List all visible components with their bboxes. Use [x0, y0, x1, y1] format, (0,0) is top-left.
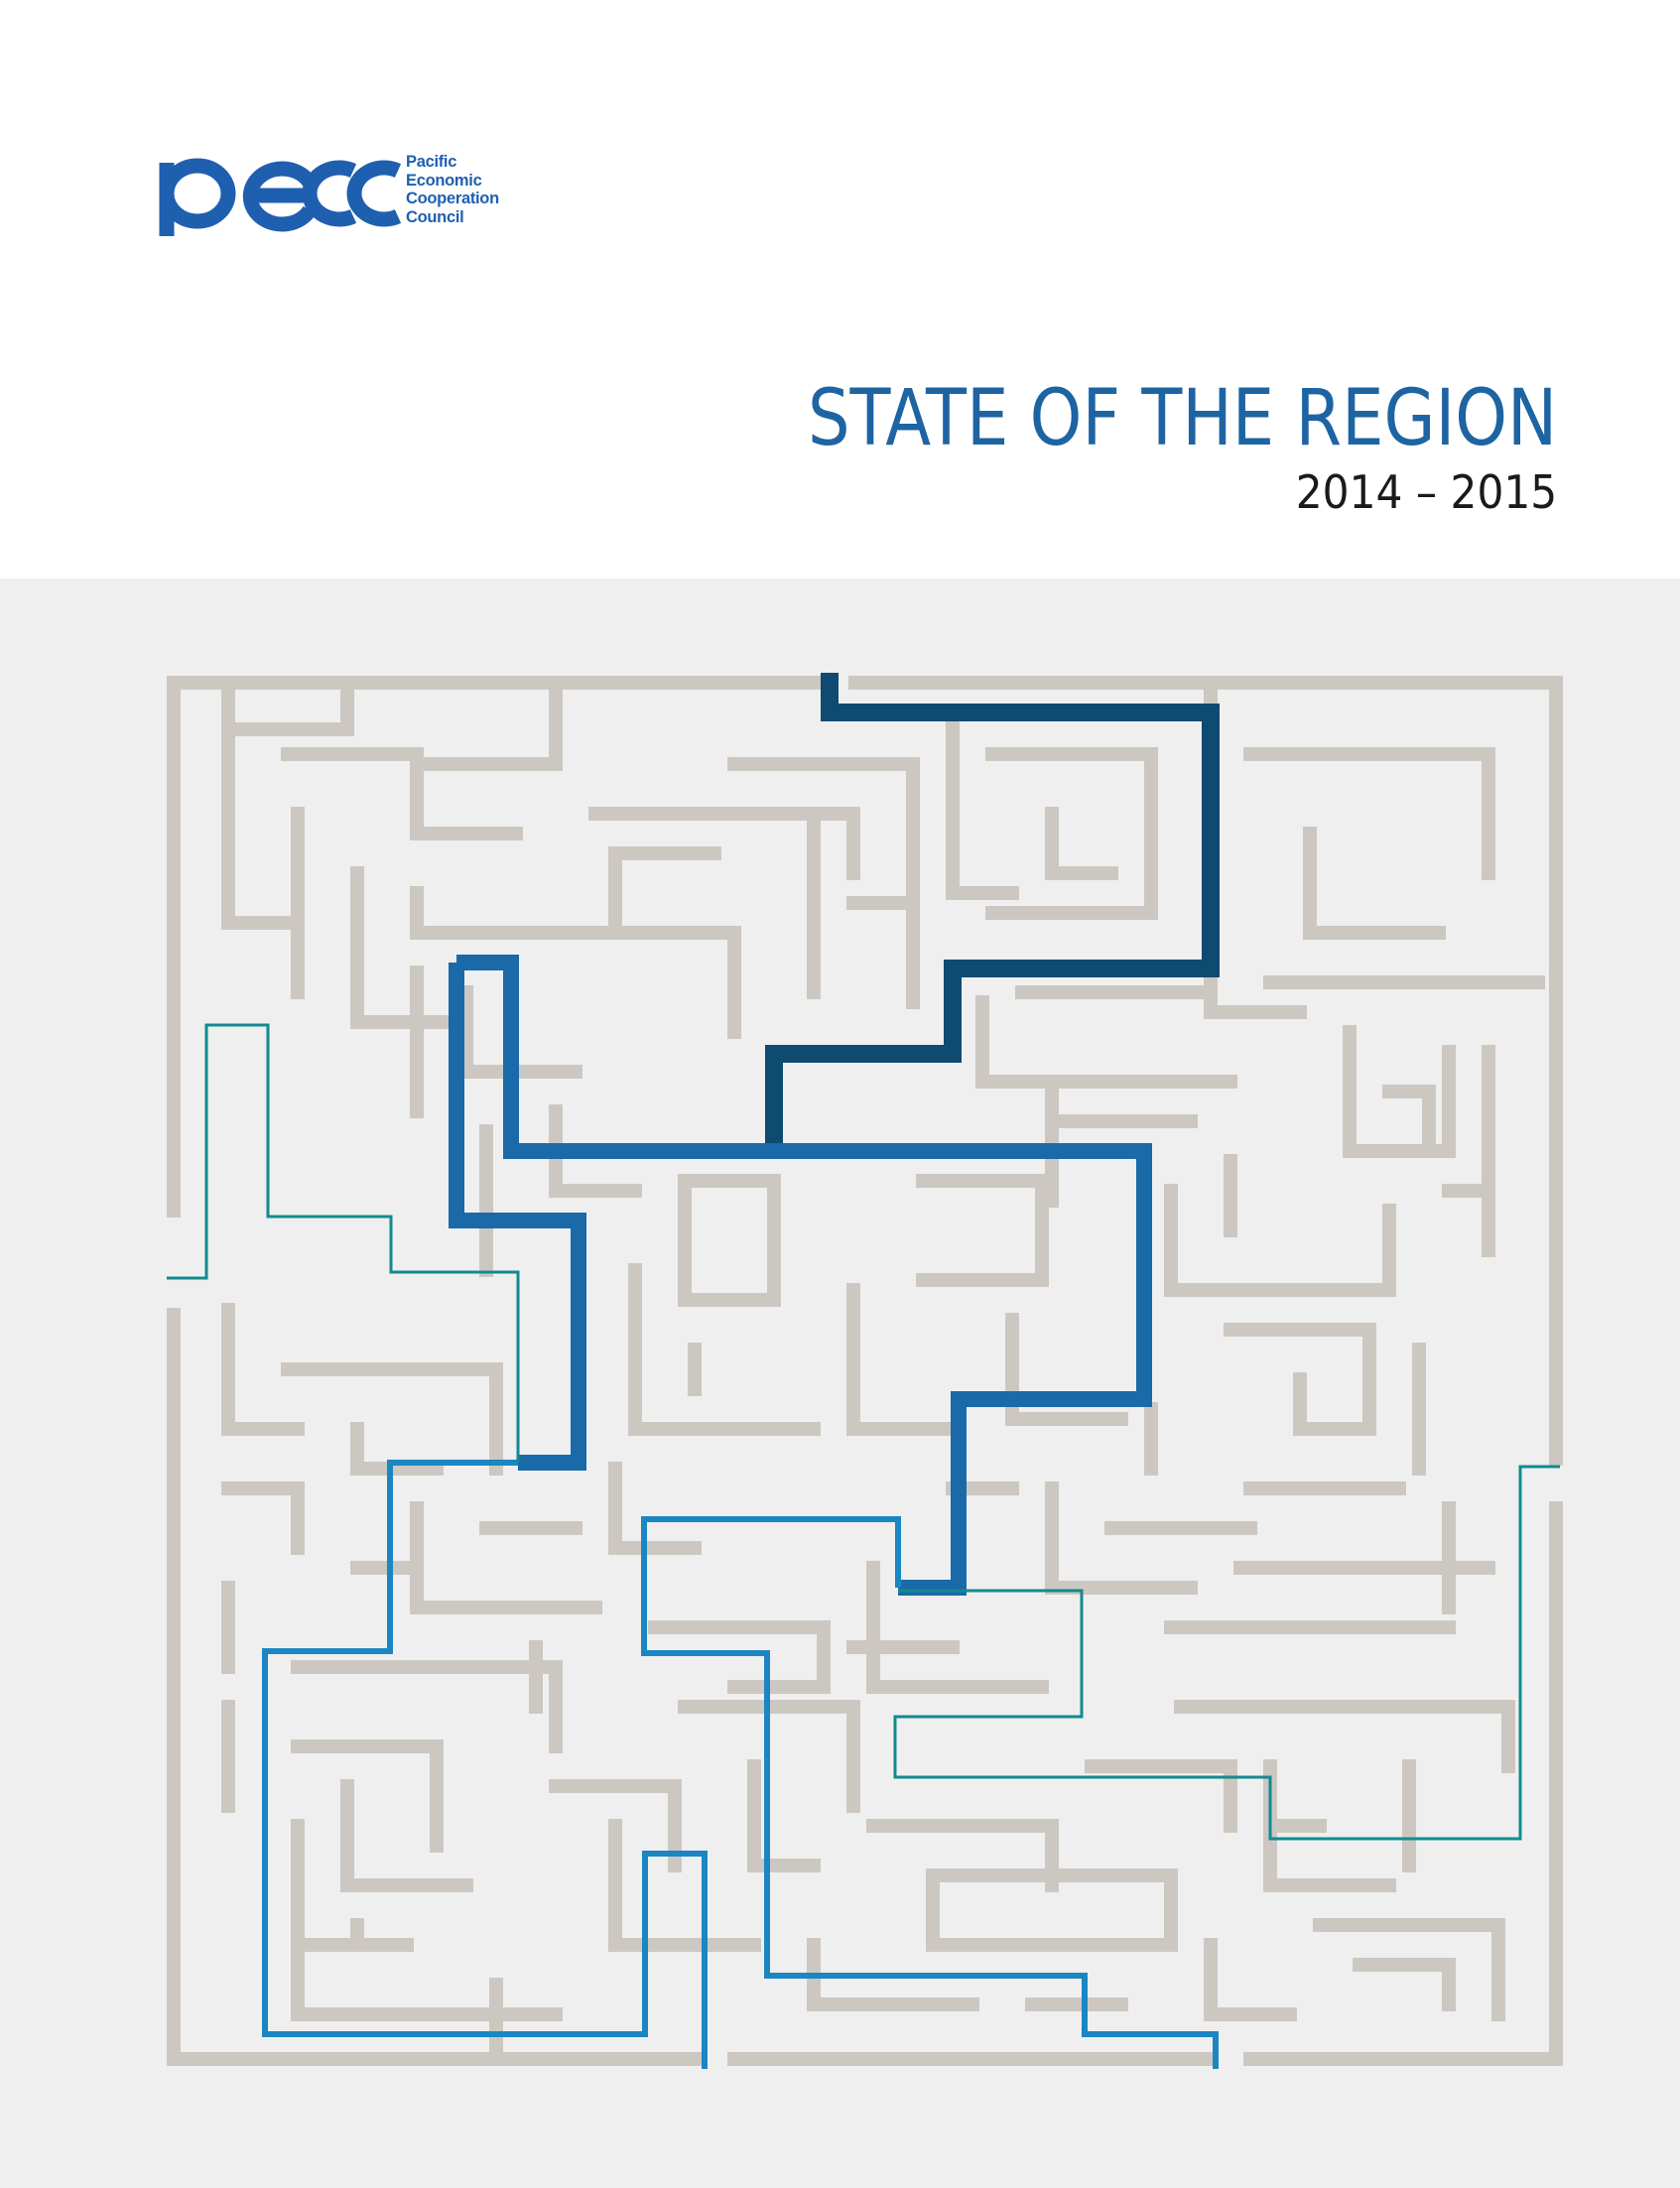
pecc-logo: Pacific Economic Cooperation Council: [155, 149, 532, 248]
logo-line-4: Council: [406, 207, 464, 226]
report-years: 2014 – 2015: [1295, 465, 1557, 519]
title-block: STATE OF THE REGION 2014 – 2015: [686, 377, 1557, 518]
path-light-2: [641, 1516, 1219, 2069]
logo-line-3: Cooperation: [406, 190, 499, 207]
path-dark: [765, 673, 1220, 1151]
path-teal-right: [893, 1465, 1560, 1841]
path-mid-lower: [449, 963, 586, 1471]
path-teal-left: [167, 1023, 520, 1463]
pecc-logo-wordmark: Pacific Economic Cooperation Council: [406, 153, 499, 226]
report-title: STATE OF THE REGION: [807, 374, 1557, 463]
maze-graphic: [167, 673, 1563, 2069]
maze-paths: [167, 673, 1560, 2069]
path-light-1: [262, 1460, 708, 2069]
pecc-logo-mark: [159, 158, 402, 236]
logo-line-2: Economic: [406, 171, 482, 190]
maze-walls: [167, 676, 1563, 2066]
path-mid-upper: [456, 955, 1152, 1596]
cover-header: Pacific Economic Cooperation Council STA…: [0, 0, 1680, 579]
logo-line-1: Pacific: [406, 153, 457, 171]
maze-illustration: [0, 579, 1680, 2188]
